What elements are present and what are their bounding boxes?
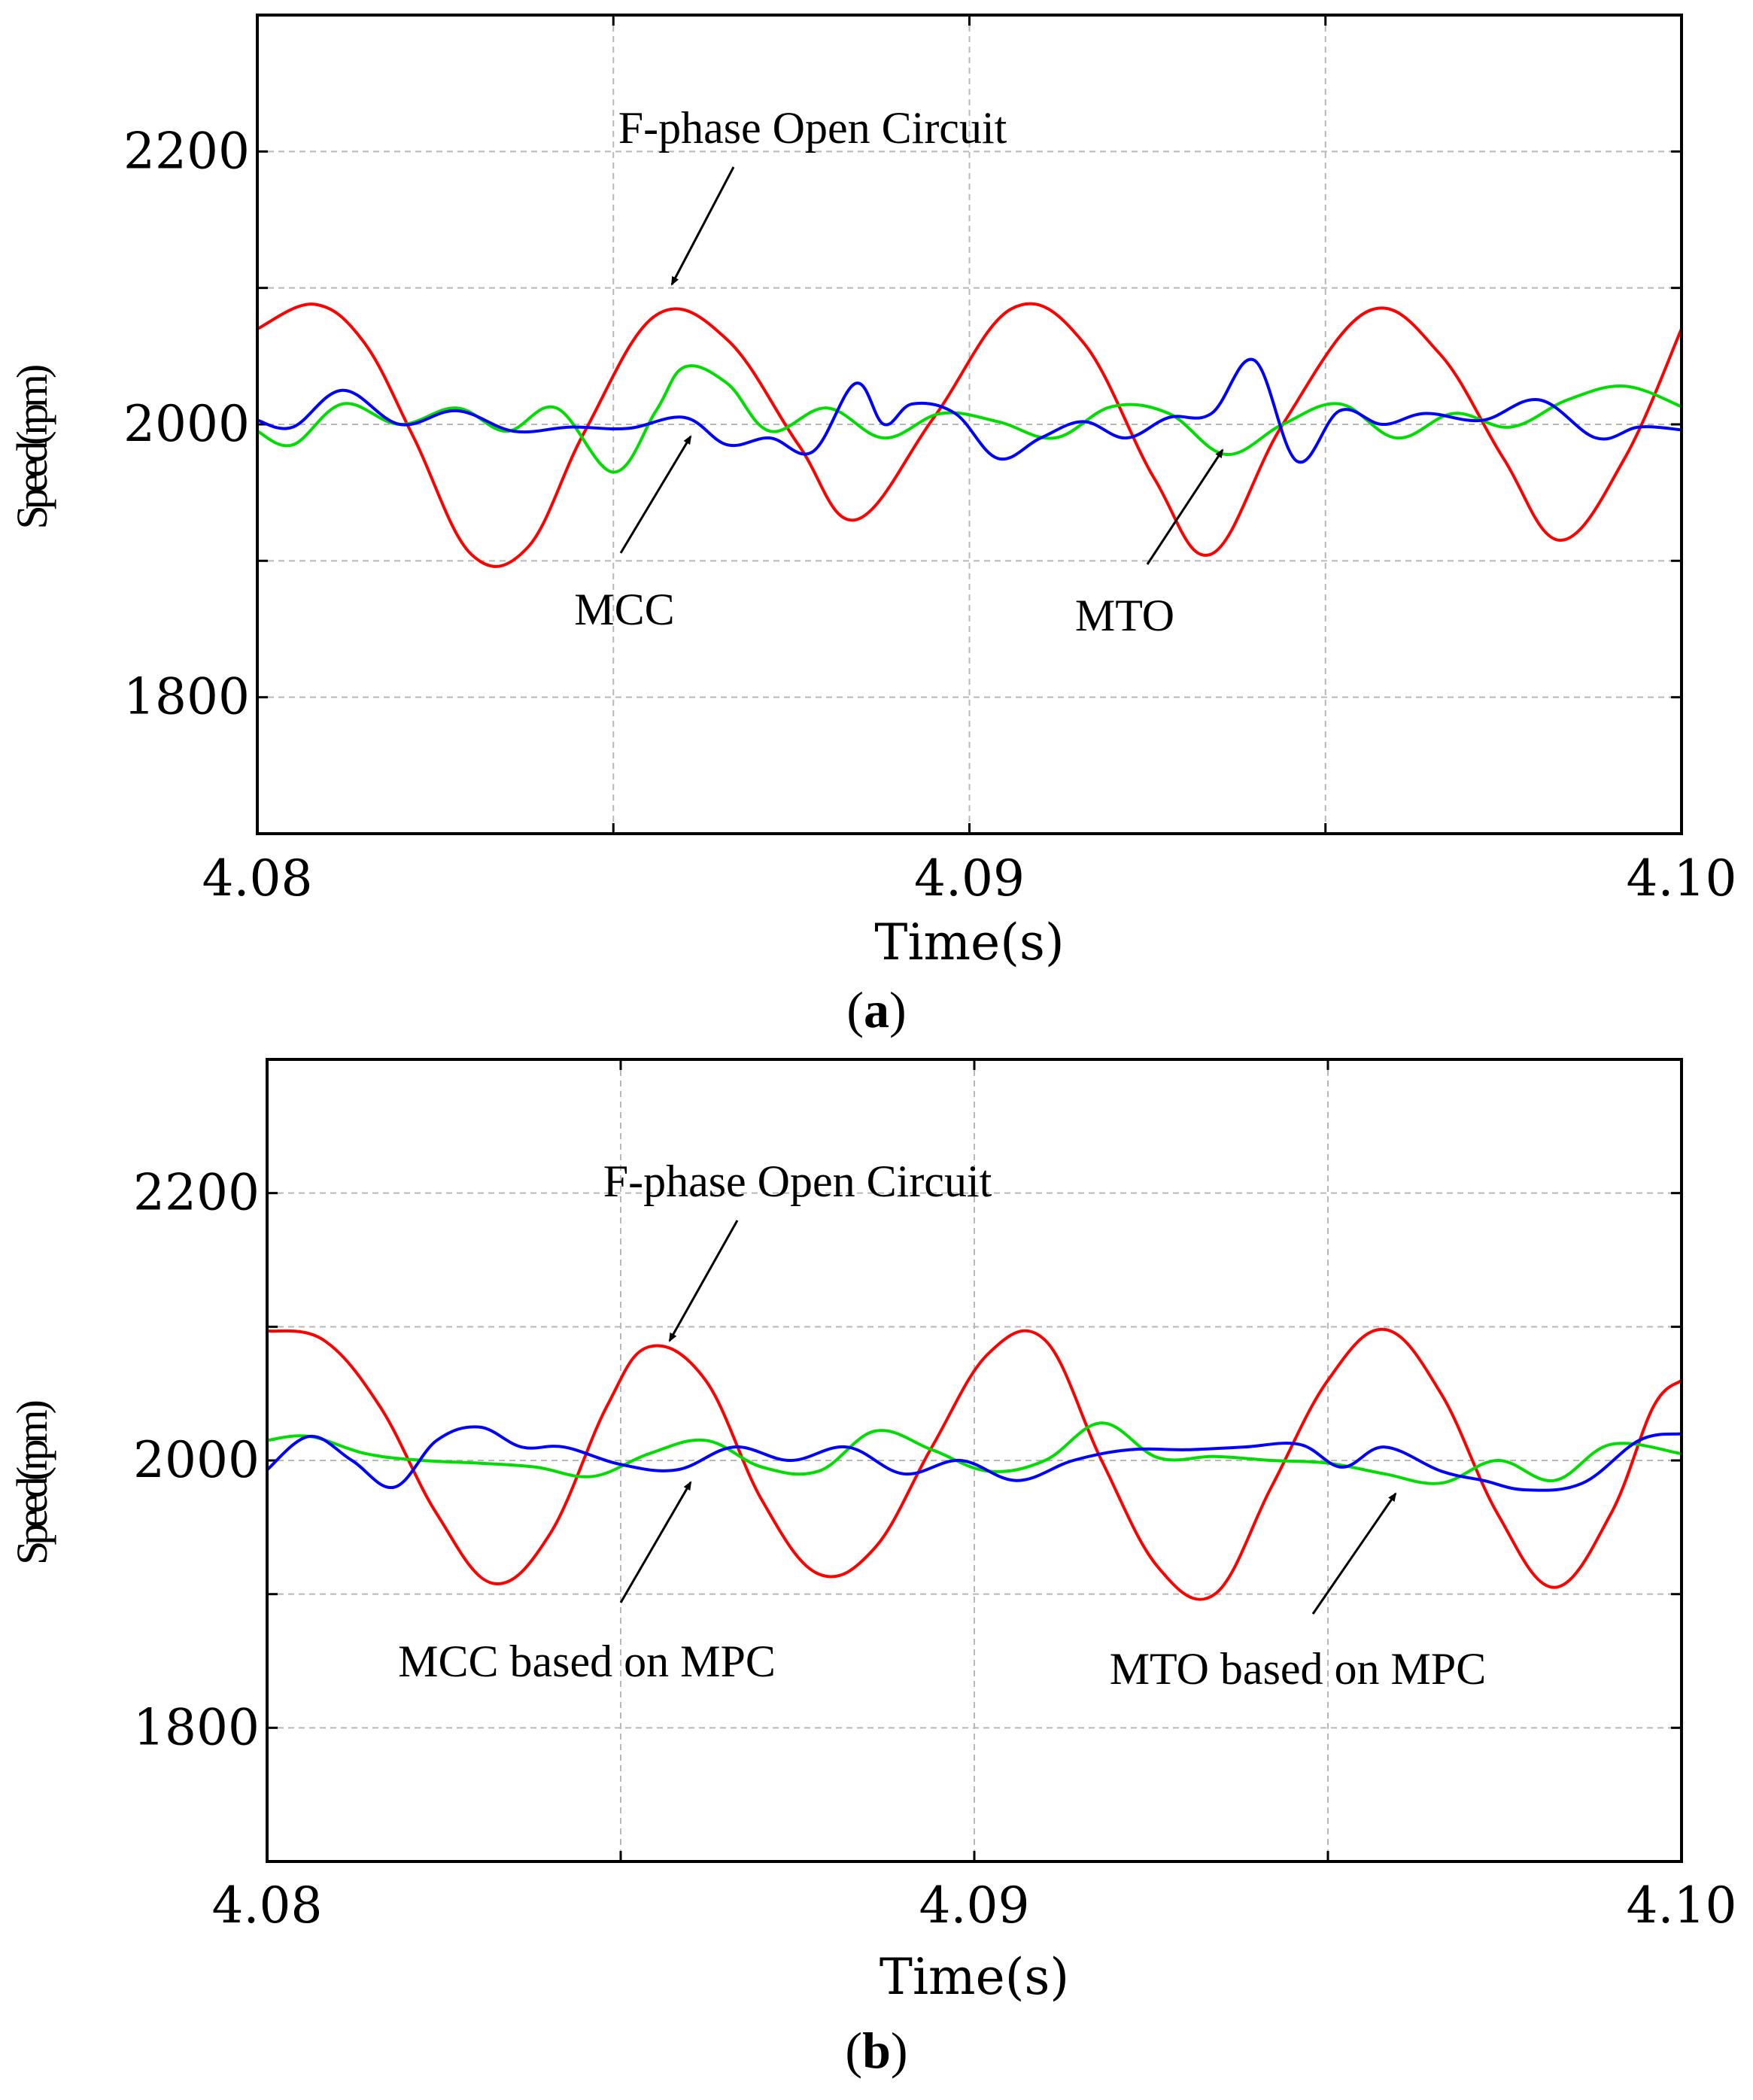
annotation-label: MCC xyxy=(574,585,674,634)
series-line-f-phase-open-circuit xyxy=(267,1327,1682,1601)
annotation-arrow xyxy=(668,1220,739,1342)
annotation-label: MTO based on MPC xyxy=(1110,1644,1487,1694)
panel-label: (b) xyxy=(845,2022,907,2079)
y-tick-label: 1800 xyxy=(133,1698,260,1756)
x-axis-title: Time(s) xyxy=(874,913,1064,971)
plot-frame xyxy=(266,1058,1683,1863)
series-line-mcc-based-on-mpc xyxy=(267,1421,1682,1485)
x-tick-label: 4.08 xyxy=(212,1877,323,1934)
y-axis-title: Speed(rpm) xyxy=(8,1401,56,1564)
annotation-arrow xyxy=(619,435,692,554)
series-line-f-phase-open-circuit xyxy=(257,302,1682,568)
annotation-label: F-phase Open Circuit xyxy=(603,1156,992,1206)
plot-frame xyxy=(256,14,1683,835)
series-line-mto xyxy=(257,357,1682,464)
series-line-mcc xyxy=(257,364,1682,474)
x-tick-label: 4.08 xyxy=(202,849,313,907)
x-tick-label: 4.09 xyxy=(919,1877,1030,1934)
annotation-label: MTO xyxy=(1075,591,1174,640)
annotation-arrow xyxy=(1311,1492,1397,1615)
y-tick-label: 2000 xyxy=(133,1431,260,1489)
y-axis-title: Speed(rpm) xyxy=(8,366,56,529)
y-tick-label: 2200 xyxy=(133,1164,260,1222)
panel-a: 4.08 4.09 4.10 1800 2000 2200 Time(s) Speed(rpm… xyxy=(8,14,1737,1038)
annotation-arrow xyxy=(670,166,735,286)
x-tick-label: 4.09 xyxy=(914,849,1025,907)
x-axis-title: Time(s) xyxy=(880,1948,1069,2006)
panel-b: 4.08 4.09 4.10 1800 2000 2200 Time(s) Speed(rpm… xyxy=(8,1058,1737,2079)
y-tick-label: 2000 xyxy=(123,395,250,453)
annotation-arrow xyxy=(619,1481,692,1603)
annotation-label: MCC based on MPC xyxy=(398,1637,776,1686)
panel-label: (a) xyxy=(846,981,906,1038)
x-tick-label: 4.10 xyxy=(1627,1877,1737,1934)
series-line-mto-based-on-mpc xyxy=(267,1425,1682,1492)
annotation-label: F-phase Open Circuit xyxy=(618,103,1007,153)
y-tick-label: 2200 xyxy=(123,122,250,180)
y-tick-label: 1800 xyxy=(123,668,250,726)
annotation-arrow xyxy=(1146,448,1224,565)
x-tick-label: 4.10 xyxy=(1627,849,1737,907)
